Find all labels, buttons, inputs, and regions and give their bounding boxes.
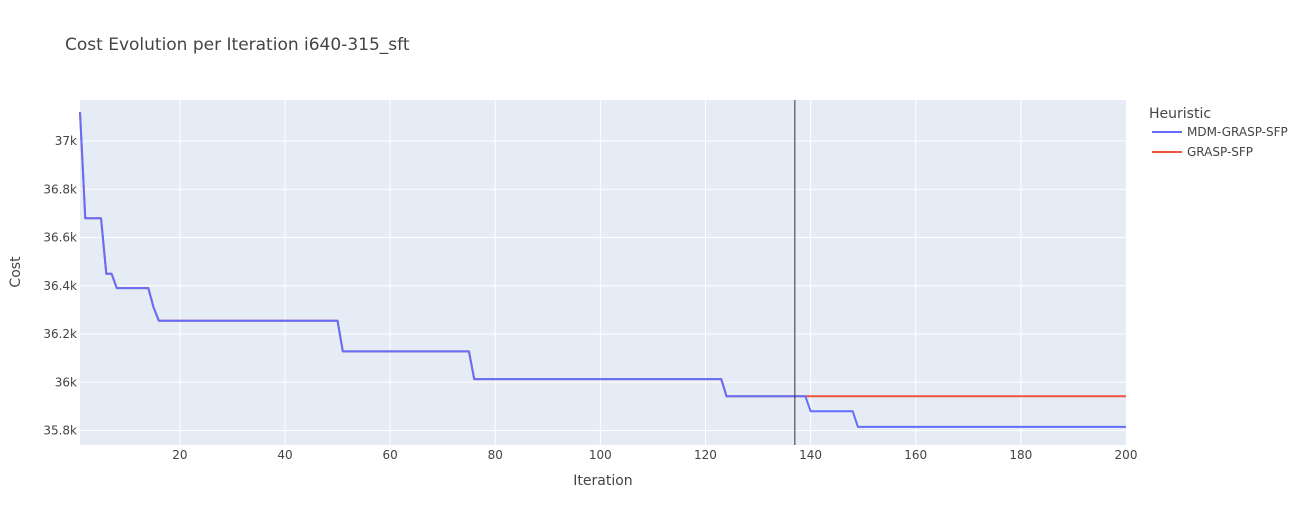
- y-axis-title: Cost: [8, 256, 24, 288]
- y-tick-labels: 35.8k 36k 36.2k 36.4k 36.6k 36.8k 37k: [43, 134, 77, 438]
- legend-label: GRASP-SFP: [1187, 145, 1253, 159]
- y-tick-label: 36.4k: [43, 279, 77, 293]
- y-tick-label: 36.6k: [43, 231, 77, 245]
- x-tick-label: 80: [488, 448, 503, 462]
- grid: [80, 100, 1126, 445]
- x-tick-label: 120: [694, 448, 717, 462]
- x-tick-labels: 20 40 60 80 100 120 140 160 180 200: [172, 448, 1137, 462]
- x-tick-label: 160: [904, 448, 927, 462]
- chart-title: Cost Evolution per Iteration i640-315_sf…: [65, 35, 410, 55]
- y-tick-label: 36.2k: [43, 327, 77, 341]
- y-tick-label: 36.8k: [43, 182, 77, 196]
- y-tick-label: 36k: [55, 375, 77, 389]
- legend-title: Heuristic: [1149, 106, 1211, 122]
- y-tick-label: 37k: [55, 134, 77, 148]
- legend-label: MDM-GRASP-SFP: [1187, 125, 1288, 139]
- x-tick-label: 40: [277, 448, 292, 462]
- series-line-mdm-grasp-sfp: [79, 112, 1126, 428]
- y-tick-label: 35.8k: [43, 424, 77, 438]
- x-tick-label: 100: [589, 448, 612, 462]
- series-lines: [79, 100, 1126, 445]
- x-axis-title: Iteration: [573, 473, 632, 489]
- plot-area: [80, 100, 1126, 445]
- x-tick-label: 200: [1115, 448, 1138, 462]
- x-tick-label: 140: [799, 448, 822, 462]
- x-tick-label: 180: [1009, 448, 1032, 462]
- x-tick-label: 60: [382, 448, 397, 462]
- legend: Heuristic MDM-GRASP-SFP GRASP-SFP: [1149, 106, 1288, 159]
- x-tick-label: 20: [172, 448, 187, 462]
